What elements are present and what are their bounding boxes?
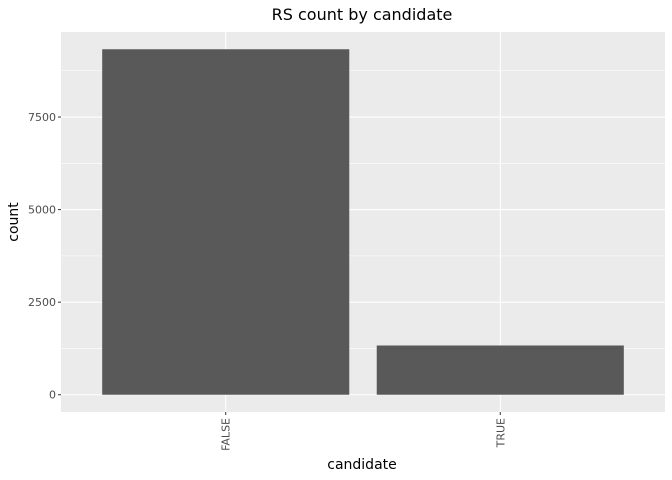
y-axis: 0 2500 5000 7500 <box>28 111 61 402</box>
x-tick-label: TRUE <box>494 418 507 448</box>
y-tick-label: 2500 <box>28 296 56 309</box>
x-tick-label: FALSE <box>220 418 233 451</box>
y-tick-label: 5000 <box>28 204 56 217</box>
chart-title: RS count by candidate <box>272 5 453 24</box>
bar-false <box>102 49 350 395</box>
y-tick-label: 0 <box>49 389 56 402</box>
x-axis-title: candidate <box>327 457 397 473</box>
y-tick-label: 7500 <box>28 111 56 124</box>
y-axis-title: count <box>6 202 22 242</box>
x-axis: FALSE TRUE <box>220 412 507 451</box>
bars <box>102 49 624 395</box>
bar-true <box>376 345 624 395</box>
